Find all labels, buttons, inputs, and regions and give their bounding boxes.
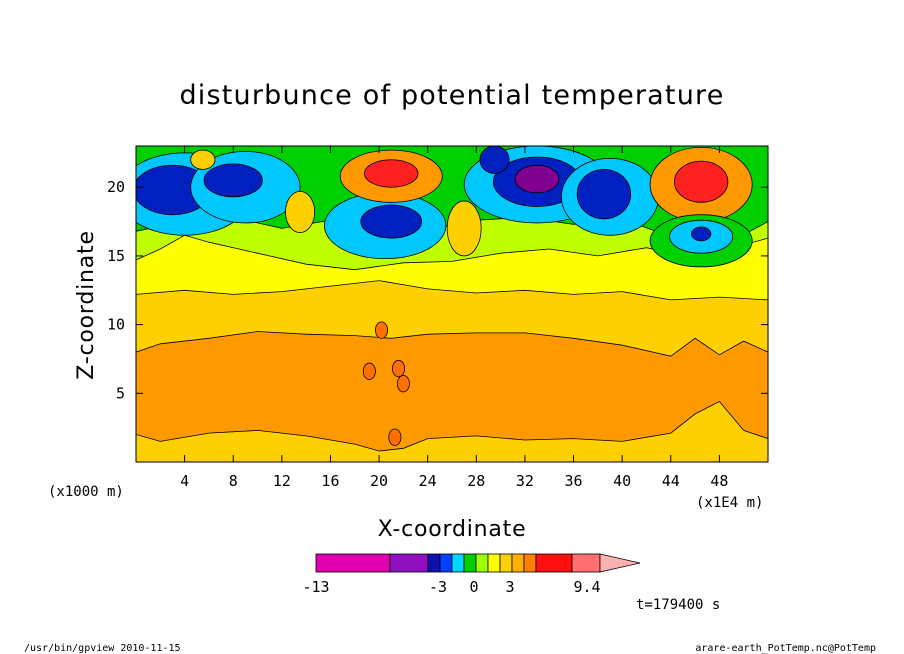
blob-slightly-high-h	[446, 200, 482, 257]
blob-very-high-a	[364, 159, 419, 188]
x-tick-label: 44	[662, 472, 680, 490]
colorbar-label: 0	[469, 578, 478, 596]
colorbar-segment	[389, 553, 429, 573]
x-tick-label: 28	[467, 472, 485, 490]
speck-4	[388, 428, 402, 446]
x-axis-label: X-coordinate	[378, 517, 527, 542]
x-tick-label: 24	[419, 472, 437, 490]
colorbar-label: -13	[302, 578, 329, 596]
colorbar-segment	[511, 553, 525, 573]
y-tick-label: 10	[107, 316, 125, 334]
x-tick-label: 12	[273, 472, 291, 490]
speck-0	[362, 362, 376, 380]
band-orange-core	[136, 331, 768, 452]
blob-lowest-d	[514, 164, 560, 194]
plot-frame	[135, 145, 769, 463]
y-tick-label: 20	[107, 178, 125, 196]
contour-field	[136, 146, 768, 452]
y-tick-label: 15	[107, 247, 125, 265]
plot-area	[136, 146, 768, 462]
colorbar-segment	[535, 553, 573, 573]
y-axis-label: Z-coordinate	[74, 230, 99, 380]
colorbar	[315, 553, 641, 573]
colorbar-segment	[427, 553, 441, 573]
colorbar-segment	[475, 553, 489, 573]
colorbar-segment	[523, 553, 537, 573]
blob-very-low-e	[576, 168, 632, 220]
x-tick-label: 32	[516, 472, 534, 490]
colorbar-arrow	[599, 553, 641, 573]
footer-program: /usr/bin/gpview 2010-11-15	[24, 643, 181, 654]
colorbar-segment	[463, 553, 477, 573]
blob-very-low-i	[479, 146, 510, 174]
colorbar-segment	[451, 553, 465, 573]
colorbar-segment	[315, 553, 391, 573]
blob-very-low-b	[203, 163, 263, 198]
blob-slightly-high-g	[285, 190, 316, 233]
x-unit-right: (x1E4 m)	[696, 495, 763, 511]
speck-2	[396, 375, 410, 393]
colorbar-segment	[487, 553, 501, 573]
speck-1	[392, 359, 405, 378]
x-tick-label: 16	[321, 472, 339, 490]
x-tick-label: 4	[180, 472, 189, 490]
y-tick-label: 5	[116, 384, 125, 402]
speck-3	[375, 321, 388, 339]
blob-very-low-f	[691, 226, 712, 242]
time-label: t=179400 s	[636, 597, 720, 613]
x-tick-label: 20	[370, 472, 388, 490]
chart-title: disturbunce of potential temperature	[179, 80, 724, 111]
x-axis-ticks: 4 8 12 16 20 24 28 32 36 40 44 48	[180, 146, 728, 490]
x-tick-label: 8	[229, 472, 238, 490]
footer-source: arare-earth_PotTemp.nc@PotTemp	[695, 643, 876, 654]
colorbar-segment	[571, 553, 601, 573]
x-unit-left: (x1000 m)	[48, 484, 124, 500]
colorbar-segment	[499, 553, 513, 573]
x-tick-label: 36	[565, 472, 583, 490]
y-axis-ticks: 5 10 15 20	[107, 178, 768, 402]
blob-slightly-high-j	[190, 149, 216, 170]
colorbar-label: -3	[429, 578, 447, 596]
colorbar-segment	[439, 553, 453, 573]
colorbar-labels: -13 -3 0 3 9.4	[302, 578, 600, 596]
blob-very-low-c	[360, 204, 423, 239]
colorbar-label: 3	[505, 578, 514, 596]
colorbar-label: 9.4	[573, 578, 600, 596]
x-tick-label: 40	[613, 472, 631, 490]
blob-very-high-b	[674, 160, 729, 203]
x-tick-label: 48	[710, 472, 728, 490]
